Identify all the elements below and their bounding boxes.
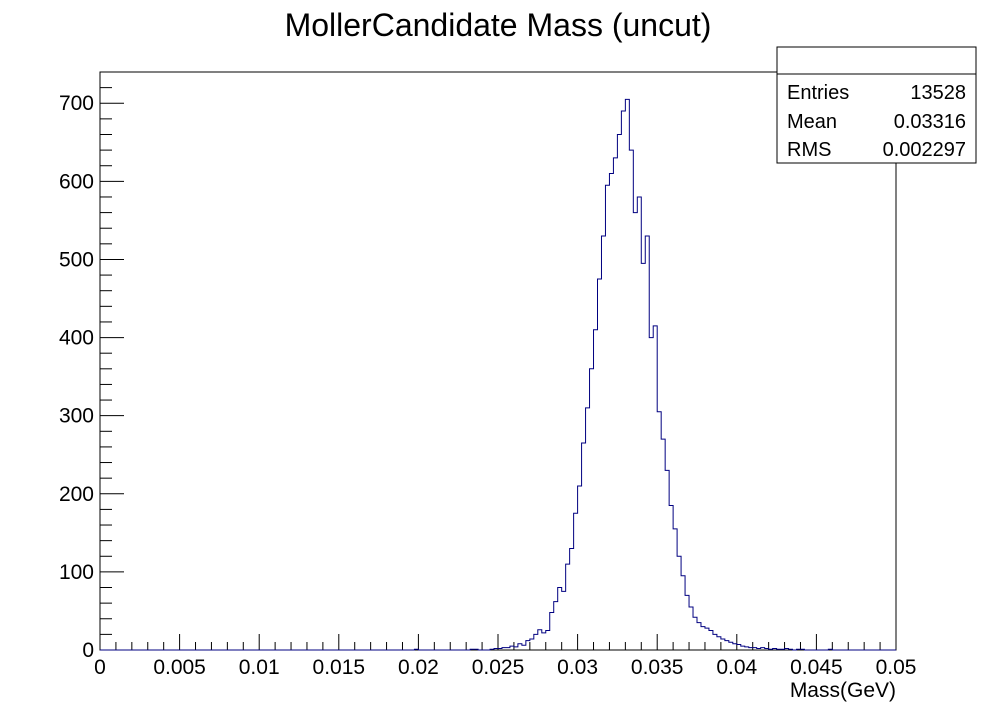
x-tick-label: 0.045 [790,656,843,679]
x-tick-label: 0.02 [398,656,439,679]
x-tick-label: 0.025 [472,656,525,679]
x-tick-label: 0 [94,656,106,679]
x-tick-label: 0.035 [631,656,684,679]
stats-label-rms: RMS [787,139,831,161]
x-axis: 0 0.005 0.01 0.015 0.02 0.025 0.03 0.035 0.04 0.0… [94,634,916,679]
y-tick-label: 0 [82,639,94,662]
y-tick-label: 500 [59,248,94,271]
y-axis: 0 100 200 300 400 500 600 700 [59,71,124,662]
y-tick-label: 400 [59,327,94,350]
stats-box: Entries 13528 Mean 0.03316 RMS 0.002297 [776,46,977,164]
stats-value-mean: 0.03316 [894,111,966,133]
x-tick-label: 0.005 [153,656,206,679]
x-tick-label: 0.03 [557,656,598,679]
stats-box-frame [776,46,977,164]
y-tick-label: 600 [59,170,94,193]
y-tick-label: 300 [59,405,94,428]
x-tick-label: 0.015 [313,656,366,679]
stats-value-rms: 0.002297 [883,139,966,161]
chart-title: MollerCandidate Mass (uncut) [285,7,712,43]
x-tick-label: 0.04 [716,656,757,679]
y-tick-label: 700 [59,92,94,115]
stats-label-entries: Entries [787,82,849,104]
y-tick-label: 200 [59,483,94,506]
stats-label-mean: Mean [787,111,837,133]
y-tick-label: 100 [59,561,94,584]
x-axis-label: Mass(GeV) [790,679,896,702]
stats-value-entries: 13528 [910,82,966,104]
histogram-series-line [100,98,896,651]
x-tick-label: 0.05 [876,656,917,679]
x-tick-label: 0.01 [239,656,280,679]
